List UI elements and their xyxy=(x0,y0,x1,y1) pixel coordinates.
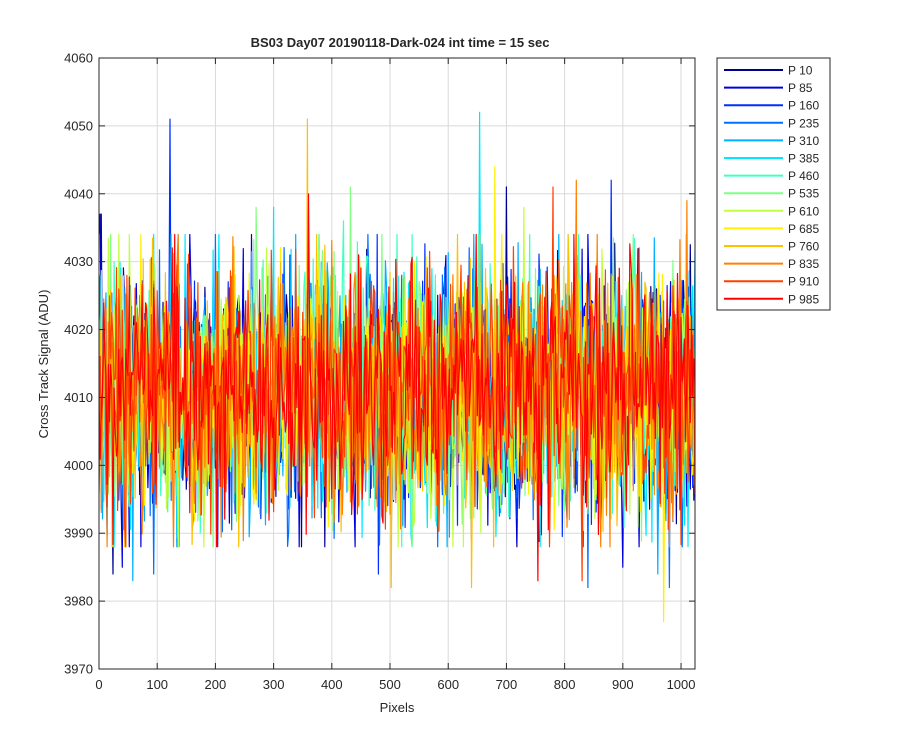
x-tick-label: 500 xyxy=(379,677,401,692)
y-tick-label: 4060 xyxy=(64,51,93,66)
y-tick-label: 4040 xyxy=(64,186,93,201)
legend-entry: P 460 xyxy=(788,169,819,183)
x-axis-ticks: 0 100 200 300 400 500 600 700 800 900 1000 xyxy=(95,58,695,692)
y-tick-label: 3990 xyxy=(64,526,93,541)
legend-entry: P 910 xyxy=(788,275,819,289)
legend-entry: P 685 xyxy=(788,222,819,236)
legend-entry: P 760 xyxy=(788,240,819,254)
y-tick-label: 4010 xyxy=(64,390,93,405)
legend-entry: P 310 xyxy=(788,134,819,148)
x-tick-label: 400 xyxy=(321,677,343,692)
legend: P 10 P 85 P 160 P 235 P 310 P 385 P 460 P 535 P … xyxy=(716,57,831,311)
x-tick-label: 0 xyxy=(95,677,102,692)
y-tick-label: 4000 xyxy=(64,458,93,473)
legend-entry: P 85 xyxy=(788,81,813,95)
y-axis-label: Cross Track Signal (ADU) xyxy=(36,290,51,439)
x-tick-label: 900 xyxy=(612,677,634,692)
legend-box xyxy=(716,57,831,311)
legend-entry: P 535 xyxy=(788,187,819,201)
y-tick-label: 4050 xyxy=(64,118,93,133)
x-tick-label: 1000 xyxy=(667,677,696,692)
x-tick-label: 800 xyxy=(554,677,576,692)
y-tick-label: 3980 xyxy=(64,594,93,609)
x-tick-label: 600 xyxy=(437,677,459,692)
x-axis-label: Pixels xyxy=(380,700,415,715)
x-tick-label: 100 xyxy=(146,677,168,692)
series-line-p-985 xyxy=(99,193,695,582)
y-axis-ticks: 3970 3980 3990 4000 4010 4020 4030 4040 4050 4060 xyxy=(64,51,695,677)
x-tick-label: 700 xyxy=(496,677,518,692)
y-tick-label: 3970 xyxy=(64,662,93,677)
legend-entry: P 835 xyxy=(788,257,819,271)
series-layer xyxy=(99,111,695,623)
series-line-p-910 xyxy=(99,186,695,582)
legend-entry: P 160 xyxy=(788,99,819,113)
x-tick-label: 300 xyxy=(263,677,285,692)
legend-entry: P 10 xyxy=(788,64,813,78)
axes-box xyxy=(98,57,696,670)
legend-entry: P 610 xyxy=(788,204,819,218)
chart-title: BS03 Day07 20190118-Dark-024 int time = … xyxy=(251,35,550,50)
legend-entry: P 385 xyxy=(788,152,819,166)
legend-entry: P 985 xyxy=(788,292,819,306)
y-tick-label: 4020 xyxy=(64,322,93,337)
legend-entry: P 235 xyxy=(788,116,819,130)
x-tick-label: 200 xyxy=(205,677,227,692)
y-tick-label: 4030 xyxy=(64,254,93,269)
